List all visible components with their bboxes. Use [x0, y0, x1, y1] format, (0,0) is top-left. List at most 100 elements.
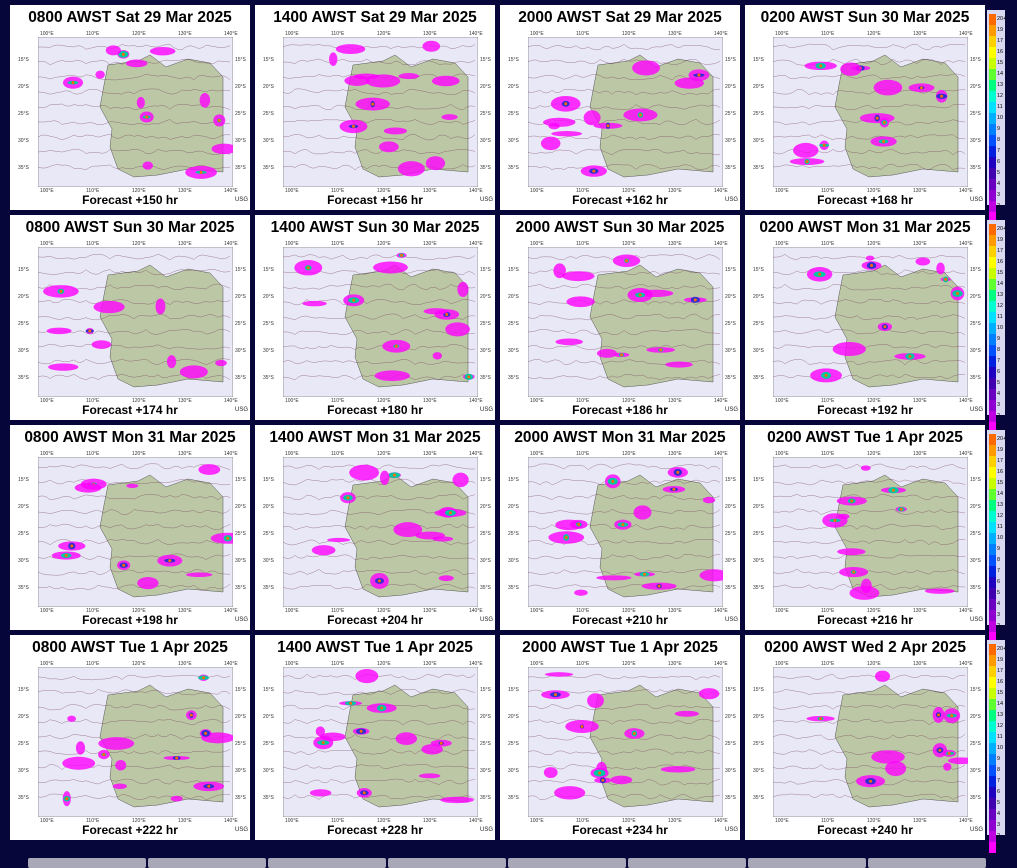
- wind-streamline: [773, 734, 966, 740]
- rain-area: [155, 298, 166, 315]
- legend-swatch: [989, 212, 996, 223]
- peak-rain-core: [204, 731, 208, 735]
- panel-credit: USG: [969, 617, 983, 623]
- panel-forecast-label: Forecast +228 hr: [327, 823, 423, 837]
- peak-rain-core: [564, 535, 568, 539]
- rain-area: [555, 338, 583, 346]
- wind-streamline: [283, 359, 476, 365]
- lon-label-bottom: 140°E: [714, 398, 728, 404]
- peak-rain-core: [445, 313, 449, 317]
- rain-area: [665, 361, 693, 368]
- forecast-panel[interactable]: 0800 AWST Sun 30 Mar 2025 15°S 15°S 20°S 20°…: [10, 215, 255, 420]
- wind-streamline: [38, 704, 231, 711]
- forecast-panel[interactable]: 2000 AWST Sat 29 Mar 2025 15°S 15°S 20°S 20°…: [500, 5, 745, 210]
- forecast-panel[interactable]: 2000 AWST Sun 30 Mar 2025 15°S 15°S 20°S 20°…: [500, 215, 745, 420]
- rain-area: [915, 257, 931, 266]
- forecast-panel[interactable]: 0200 AWST Wed 2 Apr 2025 15°S 15°S 20°S 20°S…: [745, 635, 1006, 853]
- forecast-panel[interactable]: 1400 AWST Sat 29 Mar 2025 15°S 15°S 20°S 20°…: [255, 5, 500, 210]
- lon-label-top: 130°E: [913, 31, 927, 37]
- lat-label-right: 15°S: [235, 477, 246, 483]
- peak-rain-core: [65, 797, 69, 801]
- forecast-panel[interactable]: 1400 AWST Tue 1 Apr 2025 15°S 15°S 20°S 20°S…: [255, 635, 500, 840]
- rain-area: [126, 483, 139, 488]
- lon-label-bottom: 130°E: [913, 818, 927, 824]
- rain-area: [860, 465, 871, 471]
- legend-swatch: [989, 754, 996, 765]
- nav-tab-button[interactable]: [148, 858, 266, 868]
- legend-value: 20+: [997, 16, 1007, 22]
- legend-value: 9: [997, 336, 1001, 342]
- lon-label-bottom: 130°E: [668, 398, 682, 404]
- legend-value: 12: [997, 93, 1004, 99]
- wind-streamline: [283, 254, 476, 261]
- lon-label-bottom: 110°E: [331, 608, 345, 614]
- forecast-panel[interactable]: 0200 AWST Tue 1 Apr 2025 15°S 15°S 20°S 20°S…: [745, 425, 1006, 643]
- wind-streamline: [38, 478, 231, 486]
- forecast-panel[interactable]: 0200 AWST Sun 30 Mar 2025 15°S 15°S 20°S 20°…: [745, 5, 1006, 223]
- wind-streamline: [283, 749, 476, 755]
- peak-rain-core: [70, 544, 74, 548]
- wind-streamline: [528, 164, 721, 171]
- forecast-panel[interactable]: 0800 AWST Sat 29 Mar 2025 15°S 15°S 20°S 20°…: [10, 5, 255, 210]
- forecast-panel[interactable]: 0800 AWST Tue 1 Apr 2025 15°S 15°S 20°S 20°S…: [10, 635, 255, 840]
- peak-rain-core: [122, 563, 126, 567]
- panel-title: 1400 AWST Mon 31 Mar 2025: [269, 429, 481, 446]
- rainfall-map: [38, 457, 233, 607]
- wind-streamline: [38, 689, 231, 696]
- lon-label-top: 130°E: [423, 661, 437, 667]
- forecast-panel[interactable]: 1400 AWST Sun 30 Mar 2025 15°S 15°S 20°S 20°…: [255, 215, 500, 420]
- land-mass: [99, 474, 224, 598]
- wind-streamline: [283, 58, 476, 66]
- lon-label-top: 120°E: [377, 241, 391, 247]
- rainfall-map: [283, 247, 478, 397]
- forecast-panel[interactable]: 1400 AWST Mon 31 Mar 2025 15°S 15°S 20°S 20°…: [255, 425, 500, 630]
- forecast-panel-frame: 0200 AWST Sun 30 Mar 2025 15°S 15°S 20°S 20°…: [745, 5, 985, 210]
- nav-tab-button[interactable]: [628, 858, 746, 868]
- panel-forecast-label: Forecast +180 hr: [327, 403, 423, 417]
- peak-rain-core: [891, 488, 895, 492]
- legend-value: 11: [997, 104, 1003, 110]
- forecast-panel[interactable]: 0800 AWST Mon 31 Mar 2025 15°S 15°S 20°S 20°…: [10, 425, 255, 630]
- forecast-panel[interactable]: 0200 AWST Mon 31 Mar 2025 15°S 15°S 20°S 20°…: [745, 215, 1006, 433]
- rain-area: [166, 355, 177, 369]
- forecast-panel[interactable]: 2000 AWST Tue 1 Apr 2025 15°S 15°S 20°S 20°S…: [500, 635, 745, 840]
- legend-swatch: [989, 58, 996, 69]
- nav-tab-button[interactable]: [388, 858, 506, 868]
- rainfall-map: [528, 457, 723, 607]
- legend-value: 17: [997, 248, 1004, 254]
- wind-streamline: [528, 313, 721, 321]
- legend-swatch: [989, 301, 996, 312]
- nav-tab-button[interactable]: [28, 858, 146, 868]
- legend-swatch: [989, 467, 996, 478]
- lon-label-bottom: 120°E: [867, 188, 881, 194]
- legend-value: 4: [997, 601, 1001, 607]
- legend-swatch: [989, 522, 996, 533]
- forecast-panel[interactable]: 2000 AWST Mon 31 Mar 2025 15°S 15°S 20°S 20°…: [500, 425, 745, 630]
- rain-area: [378, 141, 399, 153]
- peak-rain-core: [643, 572, 647, 576]
- legend-value: 7: [997, 358, 1001, 364]
- nav-tab-button[interactable]: [748, 858, 866, 868]
- lon-label-top: 130°E: [178, 241, 192, 247]
- nav-tab-button[interactable]: [268, 858, 386, 868]
- nav-tab-button[interactable]: [508, 858, 626, 868]
- wind-streamline: [773, 43, 966, 51]
- legend-value: 1: [997, 214, 1001, 220]
- peak-rain-core: [577, 522, 581, 526]
- lat-label-right: 25°S: [235, 111, 246, 117]
- lon-label-top: 120°E: [867, 241, 881, 247]
- wind-streamline: [283, 329, 476, 336]
- lon-label-top: 100°E: [285, 451, 299, 457]
- lat-label-right: 25°S: [725, 321, 736, 327]
- lon-label-bottom: 120°E: [377, 398, 391, 404]
- lat-label-right: 15°S: [970, 57, 981, 63]
- nav-tab-button[interactable]: [868, 858, 986, 868]
- panel-title: 1400 AWST Tue 1 Apr 2025: [277, 639, 473, 656]
- lat-label-left: 20°S: [263, 84, 274, 90]
- rainfall-map: [38, 247, 233, 397]
- rain-area: [95, 70, 105, 79]
- peak-rain-core: [102, 752, 106, 756]
- peak-rain-core: [606, 124, 610, 128]
- rain-area: [554, 786, 586, 800]
- lat-label-left: 15°S: [753, 477, 764, 483]
